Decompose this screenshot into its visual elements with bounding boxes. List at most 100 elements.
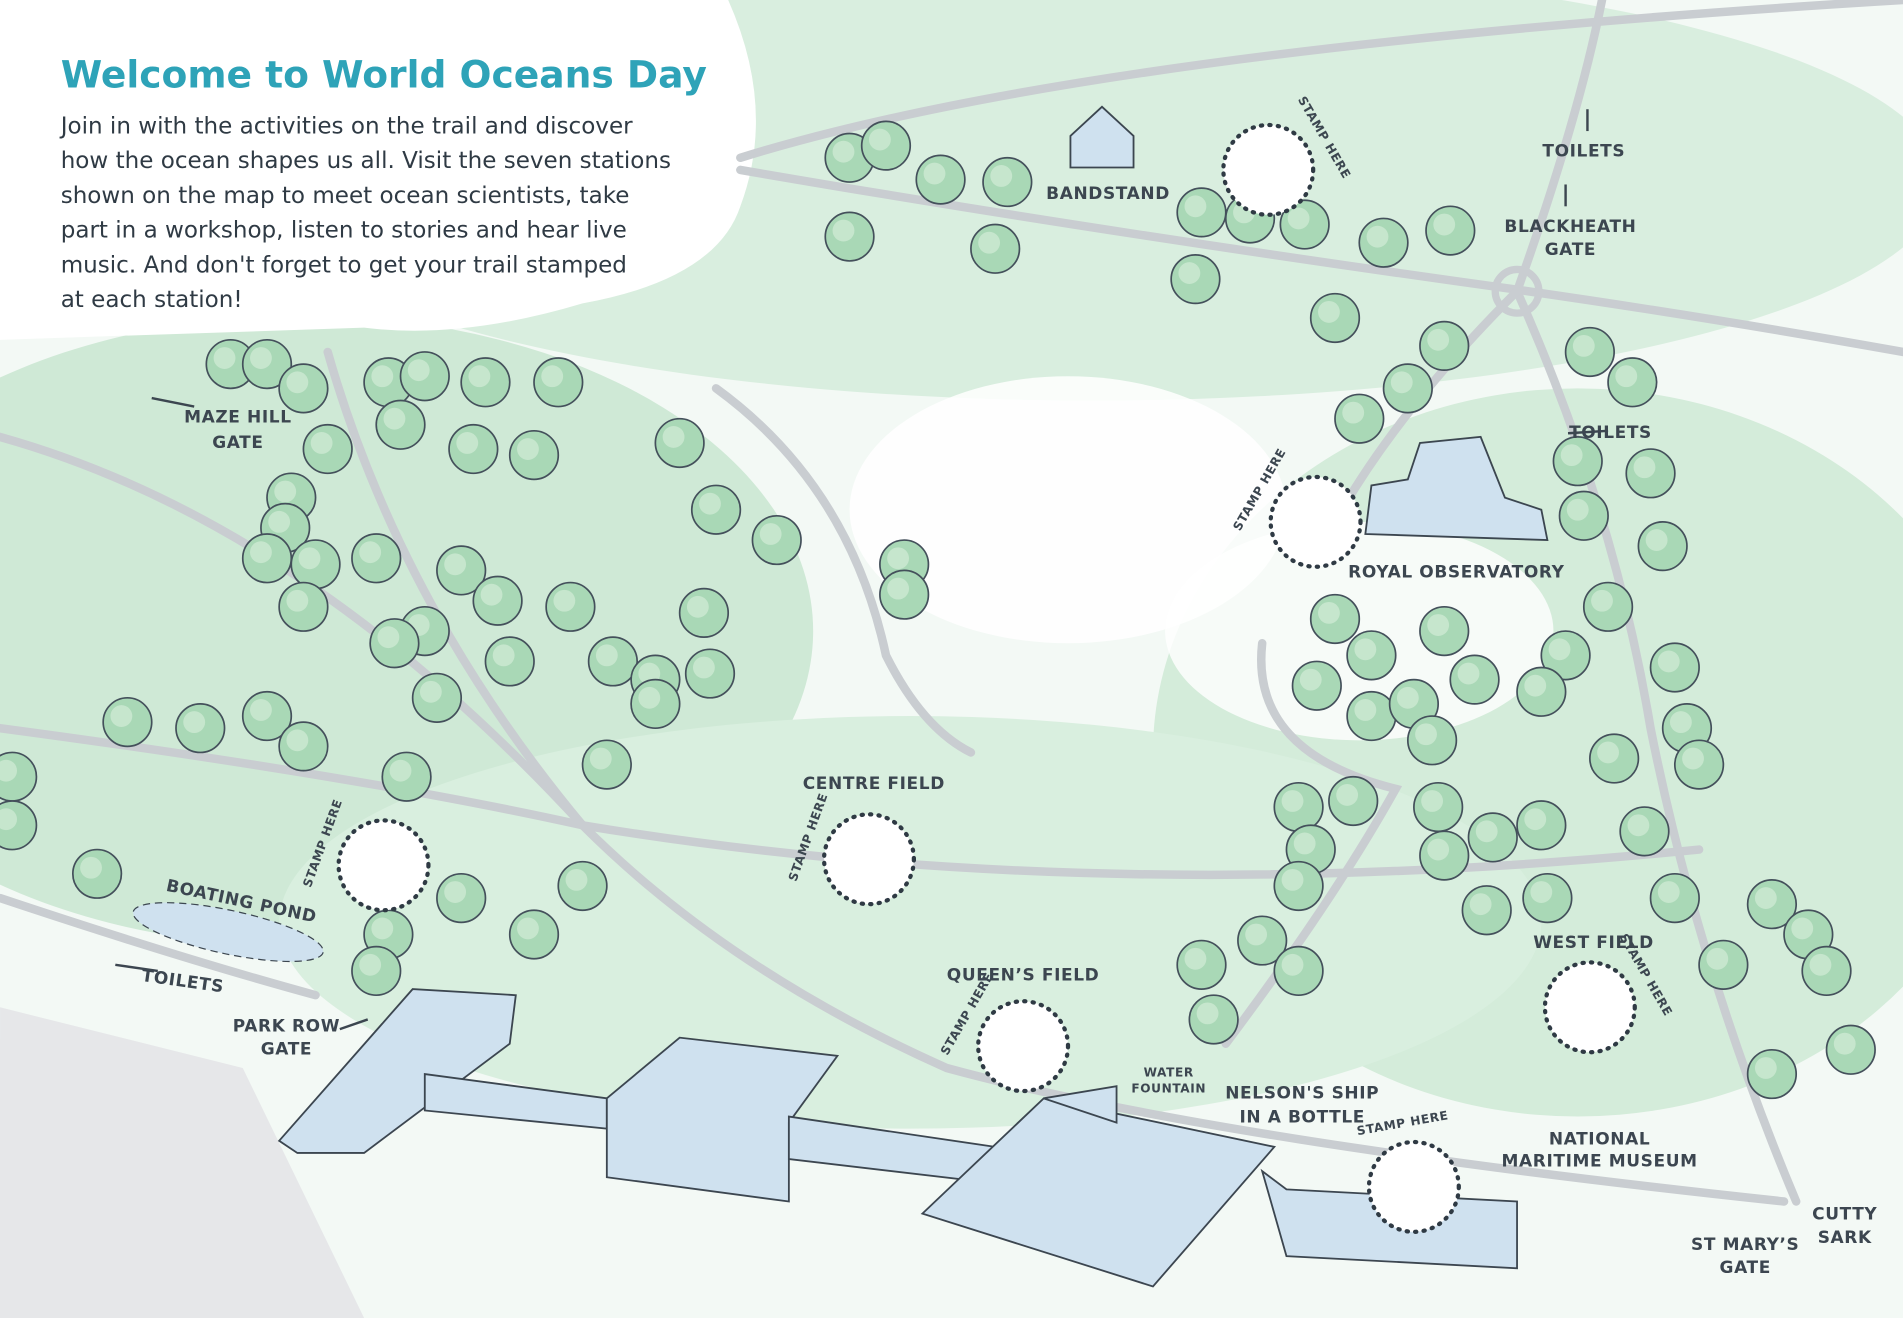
tree-highlight [359, 954, 381, 976]
tree [510, 910, 559, 959]
intro-line: at each station! [61, 287, 243, 313]
place-label: SARK [1818, 1228, 1872, 1248]
tree [680, 589, 729, 638]
tree [1335, 394, 1384, 443]
tree-highlight [1421, 790, 1443, 812]
tree-highlight [869, 129, 891, 151]
place-label: MARITIME MUSEUM [1502, 1151, 1698, 1171]
tree [752, 516, 801, 565]
tree-highlight [408, 359, 430, 381]
tree [825, 212, 874, 261]
header: Welcome to World Oceans Day Join in with… [59, 52, 707, 313]
tree [983, 158, 1032, 207]
tree-highlight [268, 511, 290, 533]
tree-highlight [1427, 839, 1449, 861]
tree [1590, 734, 1639, 783]
tree [1517, 667, 1566, 716]
tree [303, 425, 352, 474]
tree [631, 680, 680, 729]
place-label: CENTRE FIELD [803, 774, 945, 794]
tree [382, 752, 431, 801]
title: Welcome to World Oceans Day [61, 52, 707, 96]
tree [461, 358, 510, 407]
tree-highlight [390, 760, 412, 782]
place-label: GATE [1545, 240, 1596, 260]
tree [558, 862, 607, 911]
tree [291, 540, 340, 589]
tree-highlight [1282, 954, 1304, 976]
tree-highlight [311, 432, 333, 454]
intro-line: music. And don't forget to get your trai… [61, 252, 627, 278]
tree [1189, 995, 1238, 1044]
tree [1462, 886, 1511, 935]
tree-highlight [444, 553, 466, 575]
place-label: ST MARY’S [1691, 1235, 1799, 1255]
tree-highlight [1427, 614, 1449, 636]
tree [1408, 716, 1457, 765]
tree [1347, 631, 1396, 680]
tree-highlight [833, 141, 855, 163]
tree-highlight [274, 481, 296, 503]
tree-highlight [250, 347, 272, 369]
tree [243, 534, 292, 583]
tree [1311, 294, 1360, 343]
stamp-circle [1223, 125, 1313, 215]
place-label: QUEEN’S FIELD [947, 966, 1100, 986]
tree-highlight [1342, 402, 1364, 424]
tree-highlight [250, 699, 272, 721]
tree-highlight [699, 493, 721, 515]
tree-highlight [110, 705, 132, 727]
tree-highlight [1354, 699, 1376, 721]
tree-highlight [1391, 371, 1413, 393]
tree-highlight [371, 918, 393, 940]
tree [279, 722, 328, 771]
tree-highlight [1470, 893, 1492, 915]
intro-line: how the ocean shapes us all. Visit the s… [61, 148, 671, 174]
tree-highlight [1318, 602, 1340, 624]
place-label: MAZE HILL [184, 407, 292, 427]
tree-highlight [384, 408, 406, 430]
intro-line: part in a workshop, listen to stories an… [61, 218, 627, 244]
tree [1420, 831, 1469, 880]
tree [437, 874, 486, 923]
tree-highlight [517, 438, 539, 460]
tree [1620, 807, 1669, 856]
tree [376, 400, 425, 449]
tree-highlight [1561, 444, 1583, 466]
tree [1675, 740, 1724, 789]
tree [583, 740, 632, 789]
tree-highlight [1591, 590, 1613, 612]
tree [1359, 218, 1408, 267]
tree-highlight [1288, 208, 1310, 230]
tree-highlight [1294, 833, 1316, 855]
place-label: GATE [212, 433, 263, 453]
tree [1274, 783, 1323, 832]
tree-highlight [566, 869, 588, 891]
tree [73, 850, 122, 899]
tree-highlight [1300, 669, 1322, 691]
tree-highlight [299, 547, 321, 569]
tree-highlight [286, 371, 308, 393]
tree-highlight [1791, 918, 1813, 940]
tree [916, 155, 965, 204]
tree-highlight [1755, 887, 1777, 909]
tree [352, 534, 401, 583]
stamp-circle [978, 1001, 1068, 1091]
tree-highlight [1658, 651, 1680, 673]
place-label: PARK ROW [233, 1017, 340, 1037]
tree [1311, 595, 1360, 644]
intro-line: Join in with the activities on the trail… [59, 113, 633, 139]
place-label: CUTTY [1812, 1205, 1877, 1225]
place-label: BLACKHEATH [1504, 217, 1636, 237]
tree [655, 419, 704, 468]
tree-highlight [371, 365, 393, 387]
tree [1566, 328, 1615, 377]
place-label: NATIONAL [1549, 1129, 1650, 1149]
tree [1177, 188, 1226, 237]
tree-highlight [286, 590, 308, 612]
tree-highlight [1597, 742, 1619, 764]
tree-highlight [1706, 948, 1728, 970]
tree [534, 358, 583, 407]
tree-highlight [1834, 1033, 1856, 1055]
tree-highlight [377, 626, 399, 648]
